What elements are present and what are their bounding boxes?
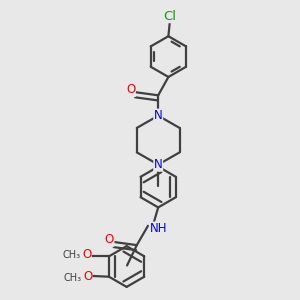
Text: CH₃: CH₃ [63, 250, 81, 260]
Text: O: O [82, 248, 91, 261]
Text: Cl: Cl [163, 10, 176, 22]
Text: N: N [154, 158, 163, 171]
Text: O: O [83, 270, 92, 283]
Text: O: O [105, 233, 114, 246]
Text: O: O [126, 83, 135, 97]
Text: N: N [154, 109, 163, 122]
Text: NH: NH [149, 222, 167, 235]
Text: CH₃: CH₃ [64, 273, 82, 283]
